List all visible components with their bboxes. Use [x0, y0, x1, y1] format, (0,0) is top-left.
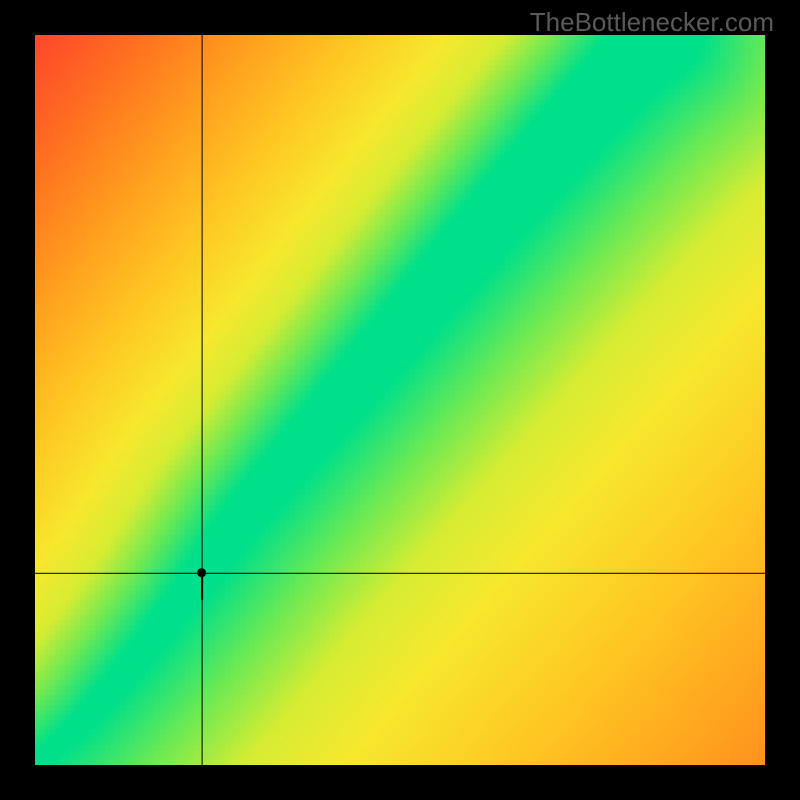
watermark-text: TheBottlenecker.com — [530, 7, 774, 38]
bottleneck-heatmap — [0, 0, 800, 800]
chart-container: { "chart": { "type": "heatmap", "canvas_… — [0, 0, 800, 800]
